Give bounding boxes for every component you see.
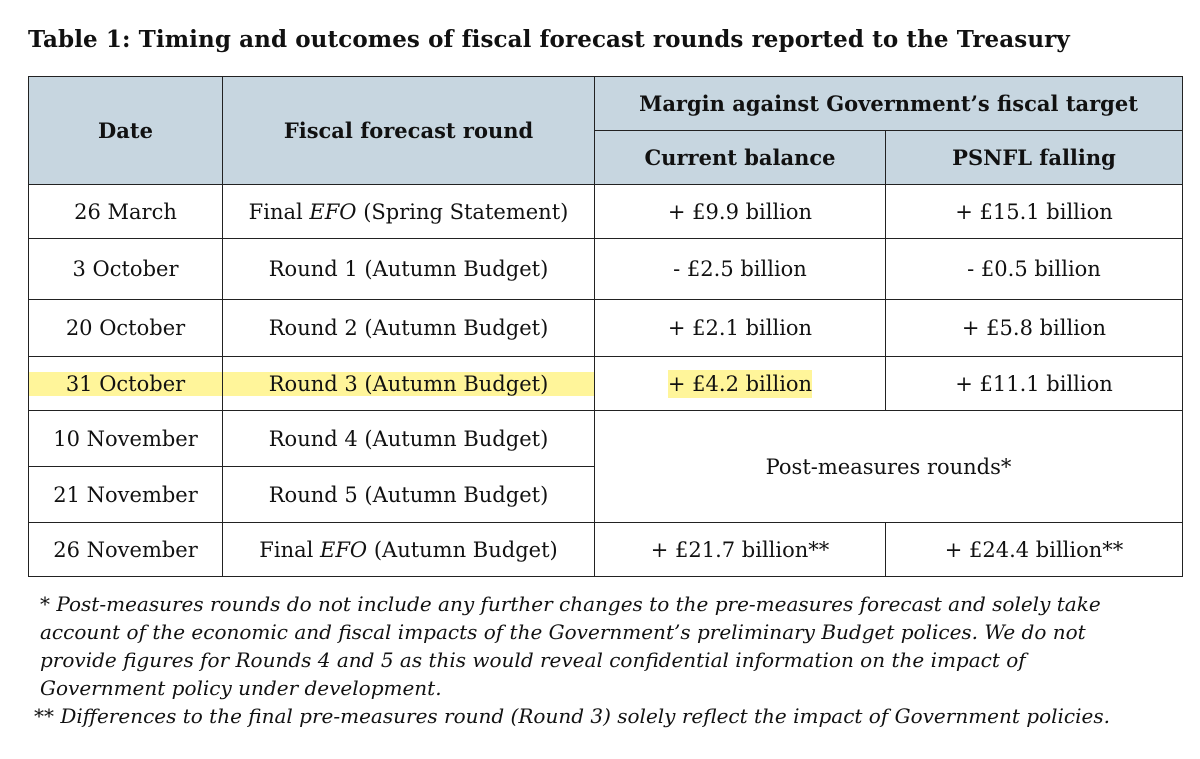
header-margin: Margin against Government’s fiscal targe… [593,76,1184,131]
row-date: 31 October [28,356,223,411]
header-row-2: Current balance PSNFL falling [29,130,1184,185]
footnote-1-line-2: account of the economic and fiscal impac… [40,620,1086,644]
row-current-balance: - £2.5 billion [594,238,886,300]
row-psnfl: + £24.4 billion** [884,522,1184,577]
footnote-2: ** Differences to the final pre-measures… [34,704,1110,728]
table-row: 3 October Round 1 (Autumn Budget) - £2.5… [28,238,1184,300]
table-row: 26 March Final EFO (Spring Statement) + … [28,184,1184,239]
row-date: 20 October [28,299,223,357]
table-title: Table 1: Timing and outcomes of fiscal f… [28,26,1070,53]
row-round: Round 3 (Autumn Budget) [222,356,595,411]
row-date: 21 November [28,466,223,523]
row-date: 3 October [28,238,223,300]
table-row: 20 October Round 2 (Autumn Budget) + £2.… [28,299,1184,357]
row-current-balance: + £21.7 billion** [594,522,886,577]
row-psnfl: + £15.1 billion [884,184,1184,239]
row-current-balance: + £9.9 billion [594,184,886,239]
row-date: 26 March [28,184,223,239]
header-fiscal-forecast-round: Fiscal forecast round [222,76,595,185]
highlighted-value: + £4.2 billion [667,369,813,398]
table-row-highlighted: 31 October Round 3 (Autumn Budget) + £4.… [28,356,1184,411]
row-round: Round 2 (Autumn Budget) [222,299,595,357]
fiscal-forecast-table: Date Fiscal forecast round Margin agains… [28,76,1184,577]
table-row: 26 November Final EFO (Autumn Budget) + … [28,522,1184,577]
row-date: 10 November [28,410,223,467]
row-psnfl: - £0.5 billion [884,238,1184,300]
table-row: 10 November Round 4 (Autumn Budget) Post… [28,410,1184,523]
row-round: Final EFO (Autumn Budget) [222,522,595,577]
row-current-balance: + £2.1 billion [594,299,886,357]
row-current-balance: + £4.2 billion [594,356,886,411]
row-round: Round 4 (Autumn Budget) [222,410,595,467]
header-psnfl-falling: PSNFL falling [884,130,1184,185]
footnote-1-line-3: provide figures for Rounds 4 and 5 as th… [40,648,1026,672]
row-date: 26 November [28,522,223,577]
header-current-balance: Current balance [594,130,886,185]
footnote-1-line-4: Government policy under development. [40,676,442,700]
header-date: Date [28,76,223,185]
footnotes: * Post-measures rounds do not include an… [34,590,1190,730]
row-round: Round 1 (Autumn Budget) [222,238,595,300]
post-measures-cell: Post-measures rounds* [593,410,1184,523]
row-psnfl: + £11.1 billion [884,356,1184,411]
footnote-1-line-1: * Post-measures rounds do not include an… [40,592,1101,616]
row-psnfl: + £5.8 billion [884,299,1184,357]
header-row-1: Date Fiscal forecast round Margin agains… [28,76,1184,185]
row-round: Final EFO (Spring Statement) [222,184,595,239]
row-round: Round 5 (Autumn Budget) [222,466,595,523]
